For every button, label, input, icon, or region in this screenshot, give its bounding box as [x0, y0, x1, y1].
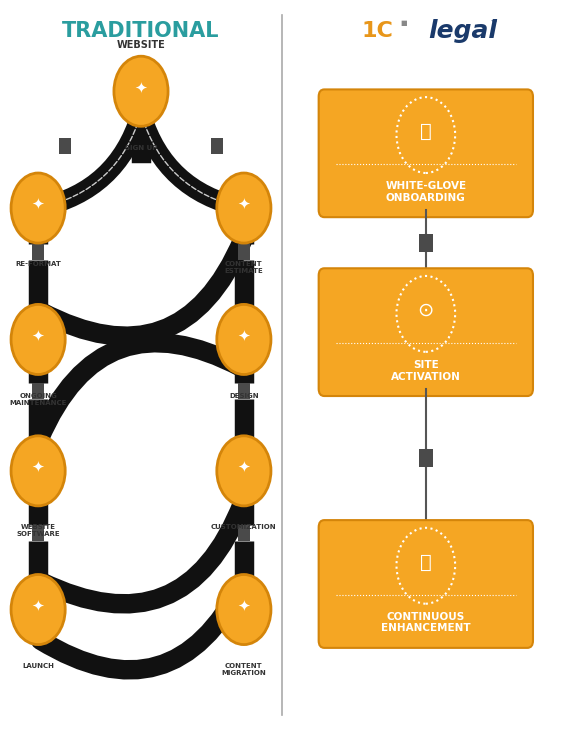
- FancyBboxPatch shape: [237, 244, 250, 260]
- Text: CONTENT
ESTIMATE: CONTENT ESTIMATE: [224, 261, 263, 274]
- Text: 🤝: 🤝: [420, 122, 431, 141]
- Text: TRADITIONAL: TRADITIONAL: [62, 20, 220, 41]
- Circle shape: [11, 575, 65, 645]
- Text: WEBSITE: WEBSITE: [117, 40, 165, 50]
- Circle shape: [217, 575, 271, 645]
- Text: ✦: ✦: [32, 197, 45, 212]
- Text: ✦: ✦: [32, 599, 45, 613]
- Text: CUSTOMIZATION: CUSTOMIZATION: [211, 524, 277, 530]
- FancyBboxPatch shape: [32, 383, 45, 399]
- Text: CONTINUOUS
ENHANCEMENT: CONTINUOUS ENHANCEMENT: [381, 612, 470, 634]
- FancyBboxPatch shape: [418, 449, 433, 467]
- Text: LAUNCH: LAUNCH: [22, 663, 54, 669]
- Text: ✦: ✦: [32, 328, 45, 343]
- Text: SITE
ACTIVATION: SITE ACTIVATION: [391, 360, 461, 382]
- FancyBboxPatch shape: [237, 525, 250, 541]
- Text: ✦: ✦: [237, 599, 250, 613]
- Text: 1C: 1C: [362, 20, 394, 41]
- Text: ✦: ✦: [135, 80, 147, 95]
- FancyBboxPatch shape: [319, 520, 533, 648]
- Text: RE-FORMAT: RE-FORMAT: [15, 261, 61, 267]
- Circle shape: [217, 304, 271, 374]
- Circle shape: [217, 436, 271, 506]
- FancyBboxPatch shape: [32, 244, 45, 260]
- FancyBboxPatch shape: [59, 138, 72, 154]
- Text: CONTENT
MIGRATION: CONTENT MIGRATION: [222, 663, 266, 676]
- FancyBboxPatch shape: [237, 383, 250, 399]
- FancyBboxPatch shape: [418, 234, 433, 252]
- FancyBboxPatch shape: [319, 90, 533, 218]
- Circle shape: [114, 56, 168, 126]
- FancyBboxPatch shape: [210, 138, 223, 154]
- Text: ✦: ✦: [237, 328, 250, 343]
- Text: ONGOING
MAINTENANCE: ONGOING MAINTENANCE: [10, 393, 67, 406]
- Text: SIGN UP: SIGN UP: [125, 145, 157, 150]
- Text: ✦: ✦: [237, 197, 250, 212]
- Text: ■: ■: [400, 20, 407, 26]
- Circle shape: [11, 436, 65, 506]
- Circle shape: [11, 173, 65, 243]
- Text: legal: legal: [428, 19, 497, 42]
- Text: WHITE-GLOVE
ONBOARDING: WHITE-GLOVE ONBOARDING: [385, 181, 466, 203]
- Text: DESIGN: DESIGN: [229, 393, 259, 399]
- Text: WEBSITE
SOFTWARE: WEBSITE SOFTWARE: [16, 524, 60, 537]
- Circle shape: [11, 304, 65, 374]
- Text: ™: ™: [490, 19, 497, 28]
- Text: 🔧: 🔧: [420, 553, 431, 572]
- Circle shape: [217, 173, 271, 243]
- FancyBboxPatch shape: [319, 268, 533, 396]
- Text: ✦: ✦: [32, 460, 45, 474]
- Text: ✦: ✦: [237, 460, 250, 474]
- FancyBboxPatch shape: [32, 525, 45, 541]
- Text: ⊙: ⊙: [417, 301, 434, 320]
